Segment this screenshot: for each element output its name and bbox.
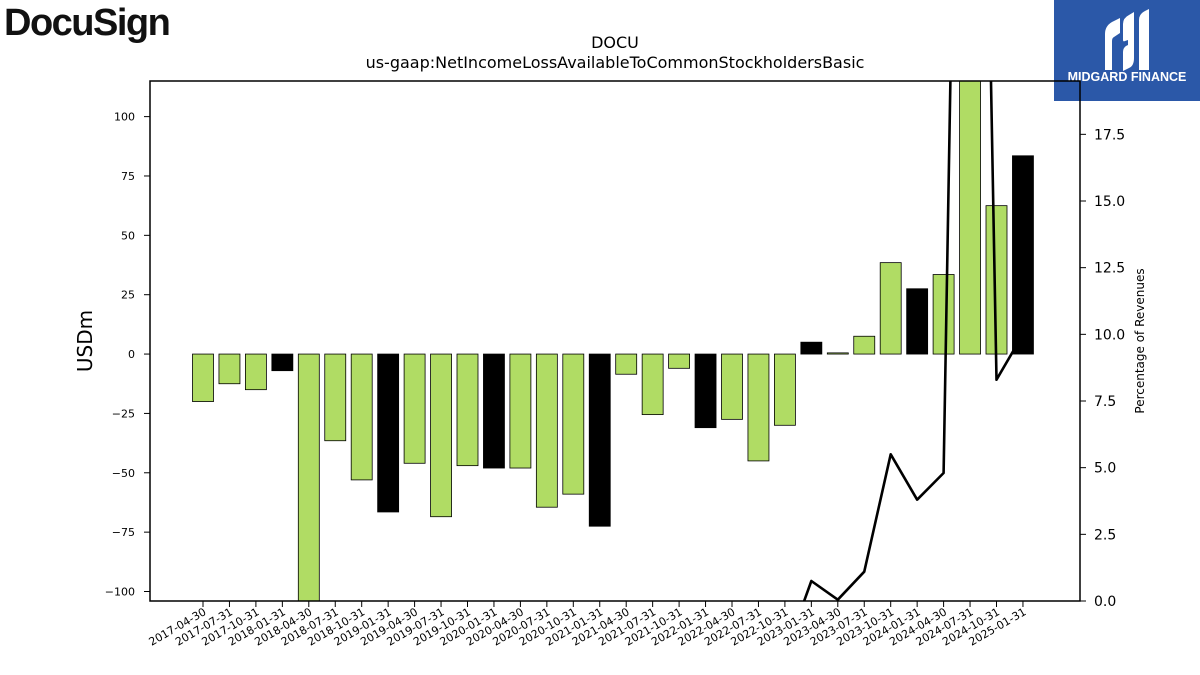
y-tick-label: −100 bbox=[105, 586, 135, 599]
bar-2018-01-31 bbox=[271, 353, 294, 372]
bar-2020-07-31 bbox=[535, 353, 558, 508]
docusign-logo: DocuSign bbox=[4, 2, 171, 44]
bar-2019-04-30 bbox=[403, 353, 426, 464]
y2-tick-label: 0.0 bbox=[1094, 594, 1116, 610]
bar-2020-04-30 bbox=[509, 353, 532, 469]
bar-2022-07-31 bbox=[747, 353, 770, 462]
bar-2023-01-31 bbox=[800, 341, 823, 355]
chart-title: DOCU bbox=[591, 33, 639, 52]
bar-2025-01-31 bbox=[1012, 155, 1034, 355]
y-tick-label: −25 bbox=[112, 407, 135, 420]
y2-tick-label: 2.5 bbox=[1094, 527, 1116, 543]
y2-tick-label: 12.5 bbox=[1094, 261, 1125, 277]
y2-axis-label: Percentage of Revenues bbox=[1133, 268, 1147, 413]
bar-2019-01-31 bbox=[377, 353, 400, 513]
bar-2024-07-31 bbox=[959, 81, 981, 355]
y-tick-label: −50 bbox=[112, 467, 135, 480]
left-axis: −100 −75 −50 −25 0 25 50 75 100 bbox=[105, 111, 150, 599]
y-tick-label: 100 bbox=[114, 111, 135, 124]
bar-2021-01-31 bbox=[588, 353, 611, 527]
y2-tick-label: 15.0 bbox=[1094, 194, 1125, 210]
bar-2020-10-31 bbox=[562, 353, 585, 495]
y2-tick-label: 7.5 bbox=[1094, 394, 1116, 410]
bar-2022-10-31 bbox=[774, 353, 796, 426]
bar-2024-04-30 bbox=[932, 274, 955, 355]
plot-frame bbox=[149, 80, 1081, 602]
y2-tick-label: 10.0 bbox=[1094, 327, 1125, 343]
bar-2017-04-30 bbox=[192, 353, 214, 402]
y-tick-label: −75 bbox=[112, 526, 135, 539]
midgard-finance-emblem: MIDGARD FINANCE bbox=[1068, 9, 1187, 84]
bar-series bbox=[192, 81, 1034, 601]
bar-2019-10-31 bbox=[456, 353, 479, 467]
bar-2020-01-31 bbox=[483, 353, 505, 469]
bar-2017-10-31 bbox=[244, 353, 267, 391]
bar-2023-07-31 bbox=[853, 335, 876, 355]
bar-2021-04-30 bbox=[615, 353, 638, 375]
bar-2018-10-31 bbox=[350, 353, 373, 481]
right-axis: 0.0 2.5 5.0 7.5 10.0 12.5 15.0 17.5 bbox=[1080, 127, 1125, 610]
bar-2022-04-30 bbox=[721, 353, 743, 420]
bar-2018-07-31 bbox=[324, 353, 347, 442]
bar-2018-04-30 bbox=[297, 353, 320, 601]
percentage-line bbox=[802, 81, 1025, 601]
bar-2021-10-31 bbox=[668, 353, 690, 369]
bar-2021-07-31 bbox=[641, 353, 664, 416]
bar-2024-01-31 bbox=[906, 288, 929, 355]
y-tick-label: 0 bbox=[128, 348, 135, 361]
bar-2023-10-31 bbox=[879, 262, 902, 355]
bar-2019-07-31 bbox=[430, 353, 452, 518]
line-series bbox=[802, 81, 1025, 601]
y-tick-label: 25 bbox=[121, 289, 135, 302]
midgard-finance-wordmark: MIDGARD FINANCE bbox=[1068, 70, 1187, 84]
midgard-finance-logo: MIDGARD FINANCE bbox=[1054, 0, 1200, 101]
y-axis-label: USDm bbox=[73, 310, 97, 372]
bar-2022-01-31 bbox=[694, 353, 717, 429]
y-tick-label: 50 bbox=[121, 229, 135, 242]
y2-tick-label: 17.5 bbox=[1094, 127, 1125, 143]
y2-tick-label: 5.0 bbox=[1094, 461, 1116, 477]
x-axis: 2017-04-302017-07-312017-10-312018-01-31… bbox=[147, 601, 1028, 649]
midgard-mark-icon bbox=[1105, 9, 1149, 71]
chart-subtitle: us-gaap:NetIncomeLossAvailableToCommonSt… bbox=[366, 53, 865, 72]
bar-2023-04-30 bbox=[826, 352, 849, 355]
y-tick-label: 75 bbox=[121, 170, 135, 183]
bar-2017-07-31 bbox=[218, 353, 241, 385]
